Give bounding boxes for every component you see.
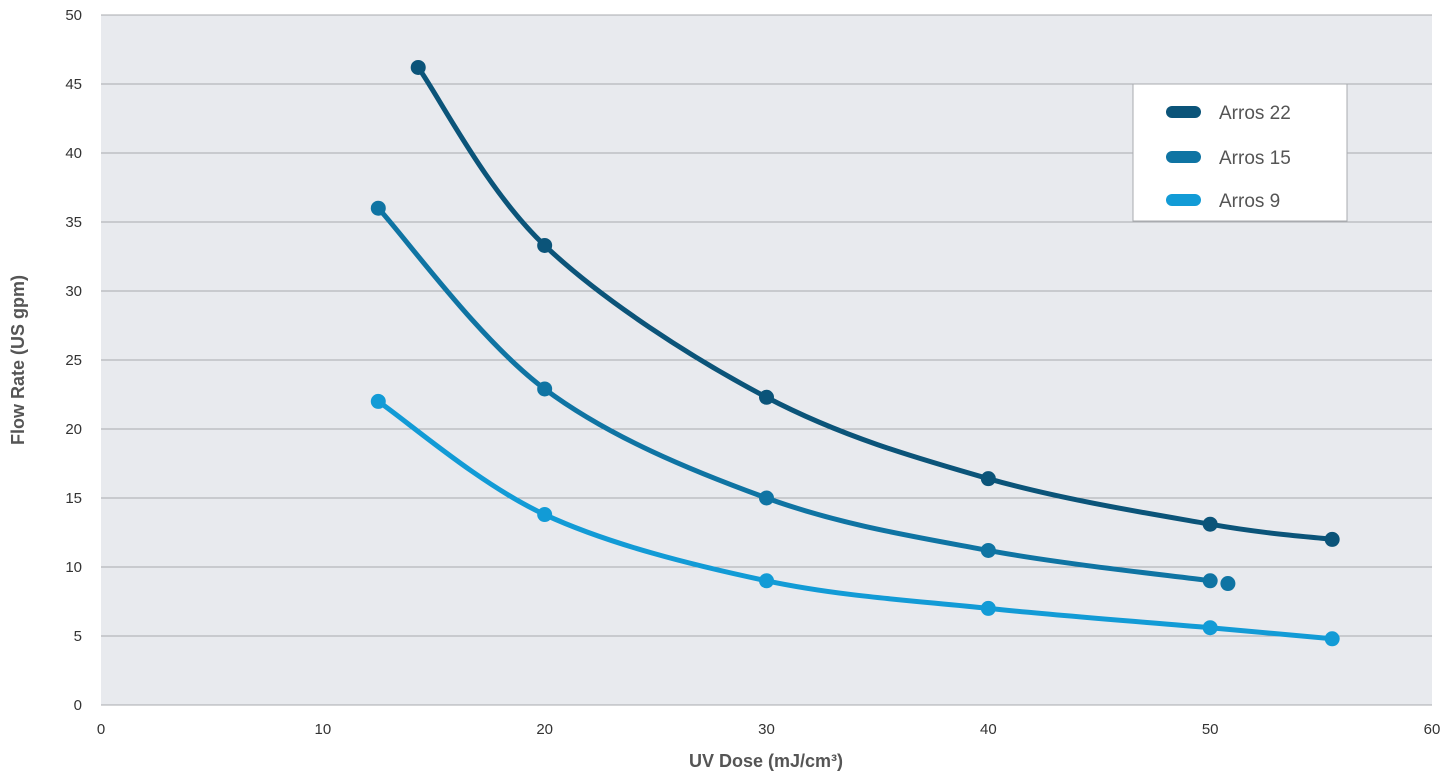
- y-tick-label: 10: [65, 559, 82, 576]
- data-point-arros-22: [1202, 516, 1218, 532]
- x-axis-ticks: 0 10 20 30 40 50 60: [97, 721, 1441, 738]
- data-point-arros-22: [1324, 531, 1340, 547]
- data-point-arros-22: [980, 471, 996, 487]
- y-tick-label: 5: [74, 628, 82, 645]
- legend-label-arros-22: Arros 22: [1219, 103, 1291, 124]
- data-point-arros-9: [370, 393, 386, 409]
- data-point-arros-15: [1220, 576, 1236, 592]
- legend-label-arros-9: Arros 9: [1219, 191, 1280, 212]
- x-tick-label: 10: [314, 721, 331, 738]
- x-tick-label: 0: [97, 721, 105, 738]
- y-tick-label: 45: [65, 76, 82, 93]
- series-arros-15: [370, 200, 1236, 592]
- y-tick-label: 25: [65, 352, 82, 369]
- data-point-arros-9: [1202, 620, 1218, 636]
- data-point-arros-15: [537, 381, 553, 397]
- data-point-arros-15: [759, 490, 774, 506]
- data-point-arros-15: [370, 200, 386, 216]
- y-axis-ticks: 0 5 10 15 20 25 30 35 40 45 50: [65, 7, 82, 714]
- x-tick-label: 60: [1424, 721, 1441, 738]
- data-point-arros-22: [410, 59, 426, 75]
- data-point-arros-22: [759, 389, 774, 405]
- data-point-arros-9: [980, 600, 996, 616]
- data-point-arros-9: [759, 573, 774, 589]
- x-tick-label: 50: [1202, 721, 1219, 738]
- series-arros-9: [370, 393, 1340, 647]
- y-tick-label: 20: [65, 421, 82, 438]
- y-tick-label: 35: [65, 214, 82, 231]
- series-arros-22: [410, 59, 1340, 547]
- data-point-arros-9: [1324, 631, 1340, 647]
- series-layer: [370, 59, 1340, 647]
- data-point-arros-15: [980, 542, 996, 558]
- data-point-arros-22: [537, 237, 553, 253]
- x-axis-title: UV Dose (mJ/cm³): [689, 751, 843, 771]
- y-tick-label: 15: [65, 490, 82, 507]
- y-tick-label: 40: [65, 145, 82, 162]
- y-axis-title: Flow Rate (US gpm): [8, 275, 28, 445]
- x-tick-label: 30: [758, 721, 775, 738]
- data-point-arros-15: [1202, 573, 1218, 589]
- y-tick-label: 50: [65, 7, 82, 24]
- y-tick-label: 0: [74, 697, 82, 714]
- data-point-arros-9: [537, 507, 553, 523]
- x-tick-label: 40: [980, 721, 997, 738]
- legend: Arros 22 Arros 15 Arros 9: [1132, 83, 1348, 222]
- legend-label-arros-15: Arros 15: [1219, 148, 1291, 169]
- y-tick-label: 30: [65, 283, 82, 300]
- x-tick-label: 20: [536, 721, 553, 738]
